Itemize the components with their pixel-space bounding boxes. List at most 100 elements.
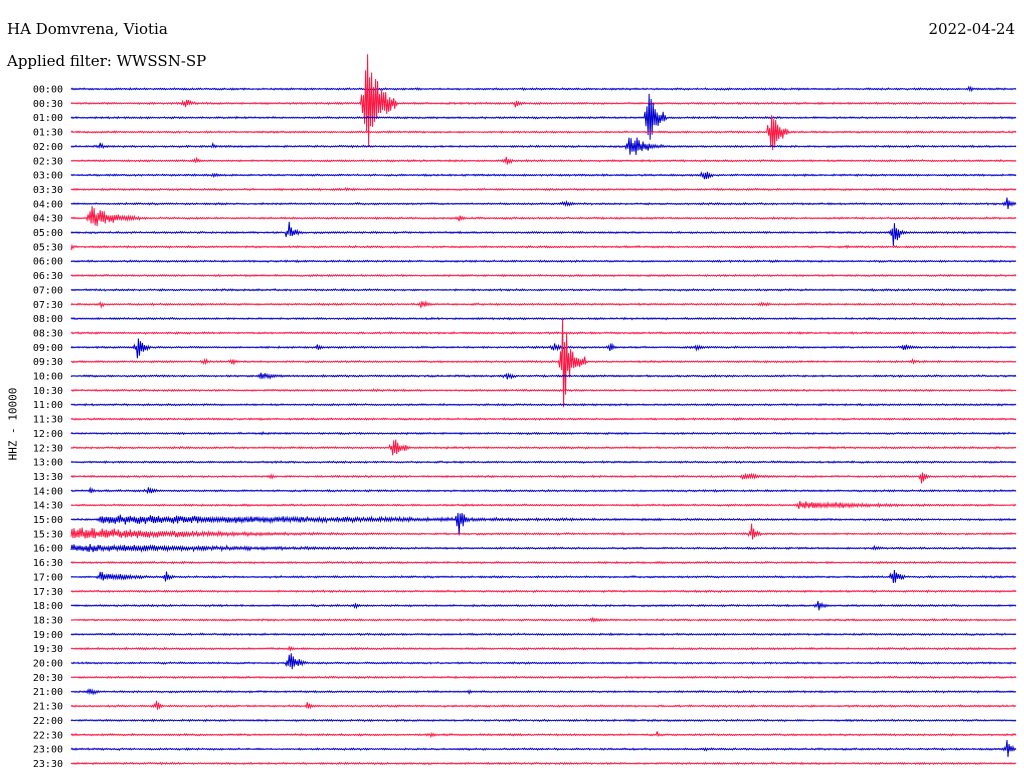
trace-row-1300 — [70, 460, 1017, 464]
trace-row-1630 — [70, 560, 1017, 565]
time-tick-label: 00:30 — [33, 99, 63, 110]
time-tick-label: 03:00 — [33, 171, 63, 182]
time-tick-label: 07:00 — [33, 285, 63, 296]
time-tick-label: 12:30 — [33, 443, 63, 454]
trace-row-0430 — [70, 205, 1017, 227]
trace-row-1500 — [70, 512, 1017, 536]
trace-row-0200 — [70, 137, 1017, 156]
time-tick-label: 19:00 — [33, 630, 63, 641]
time-tick-label: 17:00 — [33, 572, 63, 583]
time-tick-label: 05:30 — [33, 242, 63, 253]
time-tick-label: 00:00 — [33, 85, 63, 96]
station-title: HA Domvrena, Viotia — [7, 20, 168, 38]
time-tick-label: 01:00 — [33, 113, 63, 124]
time-tick-label: 08:30 — [33, 328, 63, 339]
trace-row-2000 — [70, 653, 1017, 670]
trace-row-0600 — [70, 259, 1017, 264]
time-tick-label: 13:30 — [33, 472, 63, 483]
trace-row-1530 — [70, 523, 1017, 540]
trace-row-1000 — [70, 372, 1017, 380]
trace-row-1830 — [70, 616, 1017, 623]
trace-row-0130 — [70, 115, 1017, 151]
time-tick-label: 18:00 — [33, 601, 63, 612]
time-tick-label: 22:30 — [33, 730, 63, 741]
trace-row-0100 — [70, 93, 1017, 140]
trace-row-0300 — [70, 171, 1017, 180]
trace-row-0630 — [70, 273, 1017, 278]
trace-row-2230 — [70, 731, 1017, 739]
time-tick-label: 09:00 — [33, 343, 63, 354]
filter-label: Applied filter: WWSSN-SP — [7, 52, 207, 70]
trace-row-2200 — [70, 718, 1017, 723]
time-tick-label: 07:30 — [33, 300, 63, 311]
time-tick-label: 20:00 — [33, 659, 63, 670]
trace-row-2030 — [70, 675, 1017, 680]
trace-row-0400 — [70, 197, 1017, 209]
trace-row-1600 — [70, 543, 1017, 553]
trace-row-0930 — [70, 318, 1017, 408]
trace-row-1930 — [70, 645, 1017, 652]
time-tick-label: 08:00 — [33, 314, 63, 325]
trace-row-2100 — [70, 688, 1017, 696]
trace-row-0900 — [70, 338, 1017, 359]
time-tick-label: 22:00 — [33, 716, 63, 727]
trace-row-1730 — [70, 589, 1017, 594]
time-tick-label: 04:30 — [33, 214, 63, 225]
trace-row-1230 — [70, 439, 1017, 456]
time-tick-label: 11:30 — [33, 415, 63, 426]
time-tick-label: 21:00 — [33, 687, 63, 698]
time-tick-label: 06:30 — [33, 271, 63, 282]
time-tick-label: 01:30 — [33, 128, 63, 139]
time-tick-label: 16:00 — [33, 544, 63, 555]
date-label: 2022-04-24 — [928, 20, 1015, 38]
trace-row-1030 — [70, 388, 1017, 393]
time-tick-label: 15:00 — [33, 515, 63, 526]
time-tick-label: 13:00 — [33, 458, 63, 469]
time-tick-label: 04:00 — [33, 199, 63, 210]
trace-row-0230 — [70, 156, 1017, 165]
time-tick-label: 15:30 — [33, 529, 63, 540]
trace-row-0700 — [70, 288, 1017, 292]
time-tick-label: 16:30 — [33, 558, 63, 569]
trace-row-0530 — [70, 243, 1017, 251]
trace-row-1800 — [70, 600, 1017, 611]
trace-row-1430 — [70, 500, 1017, 510]
time-tick-label: 12:00 — [33, 429, 63, 440]
time-tick-label: 14:00 — [33, 486, 63, 497]
time-tick-label: 21:30 — [33, 702, 63, 713]
trace-row-0730 — [70, 300, 1017, 309]
time-tick-label: 19:30 — [33, 644, 63, 655]
trace-row-2330 — [70, 761, 1017, 766]
trace-row-1400 — [70, 486, 1017, 495]
trace-row-0830 — [70, 330, 1017, 335]
trace-row-0500 — [70, 221, 1017, 246]
trace-row-2130 — [70, 700, 1017, 710]
time-tick-label: 05:00 — [33, 228, 63, 239]
time-tick-label: 02:00 — [33, 142, 63, 153]
time-tick-label: 20:30 — [33, 673, 63, 684]
trace-row-0030 — [70, 54, 1017, 147]
time-tick-label: 11:00 — [33, 400, 63, 411]
trace-row-0330 — [70, 187, 1017, 192]
trace-row-1100 — [70, 402, 1017, 407]
time-tick-label: 10:00 — [33, 372, 63, 383]
trace-row-1130 — [70, 417, 1017, 421]
trace-row-1200 — [70, 430, 1017, 436]
trace-row-1900 — [70, 632, 1017, 637]
trace-row-1330 — [70, 472, 1017, 484]
time-tick-label: 09:30 — [33, 357, 63, 368]
time-tick-label: 10:30 — [33, 386, 63, 397]
trace-row-2300 — [70, 739, 1017, 758]
trace-row-0800 — [70, 316, 1017, 321]
time-tick-label: 03:30 — [33, 185, 63, 196]
time-tick-label: 14:30 — [33, 501, 63, 512]
time-tick-label: 23:00 — [33, 745, 63, 756]
time-tick-label: 06:00 — [33, 257, 63, 268]
trace-row-1700 — [70, 569, 1017, 584]
time-tick-label: 18:30 — [33, 615, 63, 626]
trace-row-0000 — [70, 85, 1017, 93]
time-tick-label: 17:30 — [33, 587, 63, 598]
time-tick-label: 23:30 — [33, 759, 63, 770]
time-tick-label: 02:30 — [33, 156, 63, 167]
